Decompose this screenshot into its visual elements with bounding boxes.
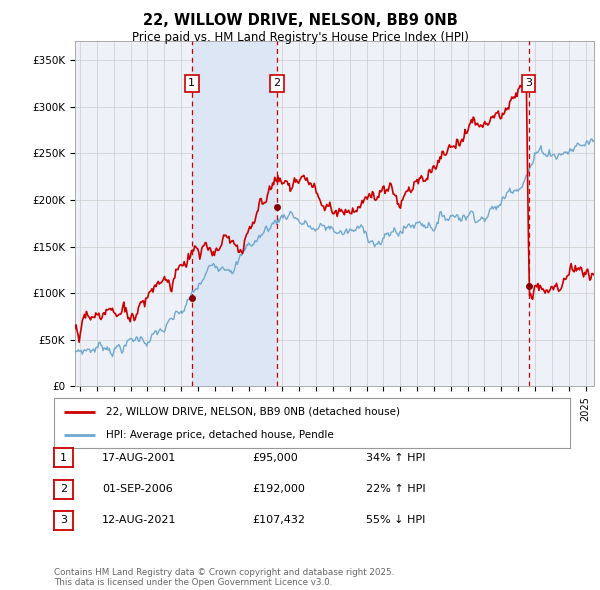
Text: 1: 1 <box>188 78 195 88</box>
Text: 22% ↑ HPI: 22% ↑ HPI <box>366 484 425 494</box>
Text: 55% ↓ HPI: 55% ↓ HPI <box>366 516 425 525</box>
Text: 3: 3 <box>525 78 532 88</box>
Text: £107,432: £107,432 <box>252 516 305 525</box>
Text: 1: 1 <box>60 453 67 463</box>
Text: Contains HM Land Registry data © Crown copyright and database right 2025.
This d: Contains HM Land Registry data © Crown c… <box>54 568 394 587</box>
Text: HPI: Average price, detached house, Pendle: HPI: Average price, detached house, Pend… <box>106 430 334 440</box>
Bar <box>191 41 277 386</box>
Text: 01-SEP-2006: 01-SEP-2006 <box>102 484 173 494</box>
Text: 22, WILLOW DRIVE, NELSON, BB9 0NB (detached house): 22, WILLOW DRIVE, NELSON, BB9 0NB (detac… <box>106 407 400 417</box>
Text: 2: 2 <box>60 484 67 494</box>
Text: 17-AUG-2001: 17-AUG-2001 <box>102 453 176 463</box>
Text: £192,000: £192,000 <box>252 484 305 494</box>
Text: 22, WILLOW DRIVE, NELSON, BB9 0NB: 22, WILLOW DRIVE, NELSON, BB9 0NB <box>143 13 457 28</box>
Text: £95,000: £95,000 <box>252 453 298 463</box>
Text: 34% ↑ HPI: 34% ↑ HPI <box>366 453 425 463</box>
Text: 2: 2 <box>273 78 280 88</box>
Text: 12-AUG-2021: 12-AUG-2021 <box>102 516 176 525</box>
Text: 3: 3 <box>60 516 67 525</box>
Text: Price paid vs. HM Land Registry's House Price Index (HPI): Price paid vs. HM Land Registry's House … <box>131 31 469 44</box>
